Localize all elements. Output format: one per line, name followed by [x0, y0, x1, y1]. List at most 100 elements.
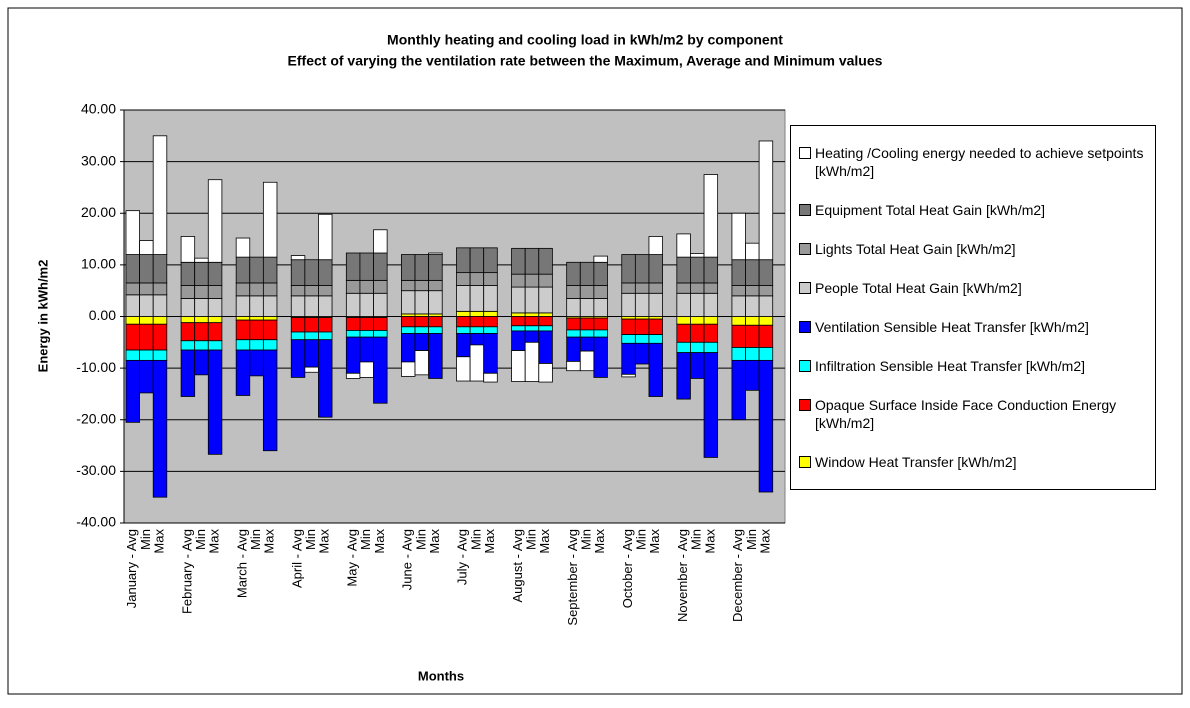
bar-segment [676, 282, 691, 294]
bar-segment [524, 273, 540, 288]
bar-segment [483, 372, 498, 383]
bar-segment [690, 316, 705, 325]
bar-segment [579, 261, 595, 286]
bar-segment [566, 298, 581, 317]
bar-segment [125, 359, 141, 423]
bar-segment [703, 282, 719, 294]
x-tick-label: Min [689, 529, 704, 550]
bar-segment [703, 323, 719, 343]
bar-segment [676, 233, 691, 258]
bar-segment [345, 336, 361, 374]
bar-segment [703, 341, 719, 354]
bar-segment [621, 292, 636, 317]
bar-segment [249, 349, 264, 377]
bar-segment [373, 330, 388, 338]
bar-segment [235, 282, 251, 297]
legend-label: Lights Total Heat Gain [kWh/m2] [815, 241, 1016, 258]
bar-segment [758, 347, 774, 361]
bar-segment [524, 247, 540, 275]
bar-segment [745, 295, 760, 317]
bar-segment [579, 317, 595, 331]
bar-segment [634, 292, 650, 317]
x-tick-label: October - Avg [620, 529, 635, 608]
x-tick-label: Min [248, 529, 263, 550]
bar-segment [359, 279, 374, 294]
bar-segment [139, 349, 154, 361]
bar-segment [579, 298, 595, 317]
bar-segment [152, 254, 168, 284]
bar-segment [483, 326, 498, 334]
x-tick-label: Max [537, 529, 552, 554]
legend-swatch [799, 282, 811, 295]
x-tick-label: Max [427, 529, 442, 554]
bar-segment [593, 336, 608, 378]
x-tick-label: May - Avg [345, 529, 360, 587]
bar-segment [690, 256, 705, 284]
legend-label: Infiltration Sensible Heat Transfer [kWh… [815, 357, 1085, 374]
bar-segment [318, 331, 333, 341]
bar-segment [249, 295, 264, 317]
bar-segment [414, 326, 430, 334]
chart-title: Monthly heating and cooling load in kWh/… [387, 32, 783, 48]
bar-segment [180, 340, 196, 351]
x-tick-label: March - Avg [234, 529, 249, 598]
bar-segment [745, 285, 760, 297]
y-tick-label: 0.00 [89, 307, 116, 323]
bar-segment [401, 361, 416, 377]
bar-segment [401, 254, 416, 281]
bar-segment [511, 316, 526, 327]
legend-item: Opaque Surface Inside Face Conduction En… [799, 396, 1151, 432]
bar-segment [648, 334, 663, 344]
bar-segment [483, 247, 498, 274]
bar-segment [318, 295, 333, 317]
bar-segment [152, 135, 168, 255]
x-tick-label: Max [317, 529, 332, 554]
bar-segment [634, 318, 650, 335]
x-tick-label: Min [634, 529, 649, 550]
bar-segment [194, 261, 209, 286]
bar-segment [676, 292, 691, 317]
bar-segment [456, 356, 471, 382]
bar-segment [235, 256, 251, 284]
bar-segment [676, 352, 691, 400]
x-tick-label: June - Avg [400, 529, 415, 590]
bar-segment [318, 259, 333, 286]
bar-segment [194, 322, 209, 342]
bar-segment [745, 324, 760, 348]
bar-segment [538, 330, 553, 364]
bar-segment [318, 285, 333, 297]
bar-segment [538, 325, 553, 332]
bar-segment [469, 344, 485, 382]
bar-segment [414, 316, 430, 328]
bar-segment [731, 324, 746, 348]
bar-segment [469, 326, 485, 334]
bar-segment [414, 333, 430, 351]
bar-segment [566, 336, 581, 362]
bar-segment [373, 317, 388, 331]
x-tick-label: November - Avg [675, 529, 690, 622]
bar-segment [676, 256, 691, 284]
legend-label: Ventilation Sensible Heat Transfer [kWh/… [815, 318, 1089, 335]
x-tick-label: April - Avg [289, 529, 304, 588]
legend: Heating /Cooling energy needed to achiev… [790, 125, 1156, 490]
bar-segment [262, 256, 278, 284]
legend-item: Window Heat Transfer [kWh/m2] [799, 453, 1151, 471]
bar-segment [359, 292, 374, 317]
bar-segment [758, 359, 774, 493]
bar-segment [745, 316, 760, 326]
bar-segment [194, 340, 209, 351]
bar-segment [235, 237, 251, 258]
bar-segment [483, 272, 498, 286]
bar-segment [207, 179, 223, 263]
legend-label: Heating /Cooling energy needed to achiev… [815, 145, 1144, 180]
bar-segment [566, 317, 581, 331]
bar-segment [758, 285, 774, 297]
bar-segment [469, 310, 485, 317]
bar-segment [304, 366, 319, 373]
bar-segment [469, 333, 485, 346]
bar-segment [359, 336, 374, 363]
bar-segment [593, 255, 608, 263]
bar-segment [593, 329, 608, 338]
bar-segment [621, 318, 636, 335]
bar-segment [456, 247, 471, 274]
